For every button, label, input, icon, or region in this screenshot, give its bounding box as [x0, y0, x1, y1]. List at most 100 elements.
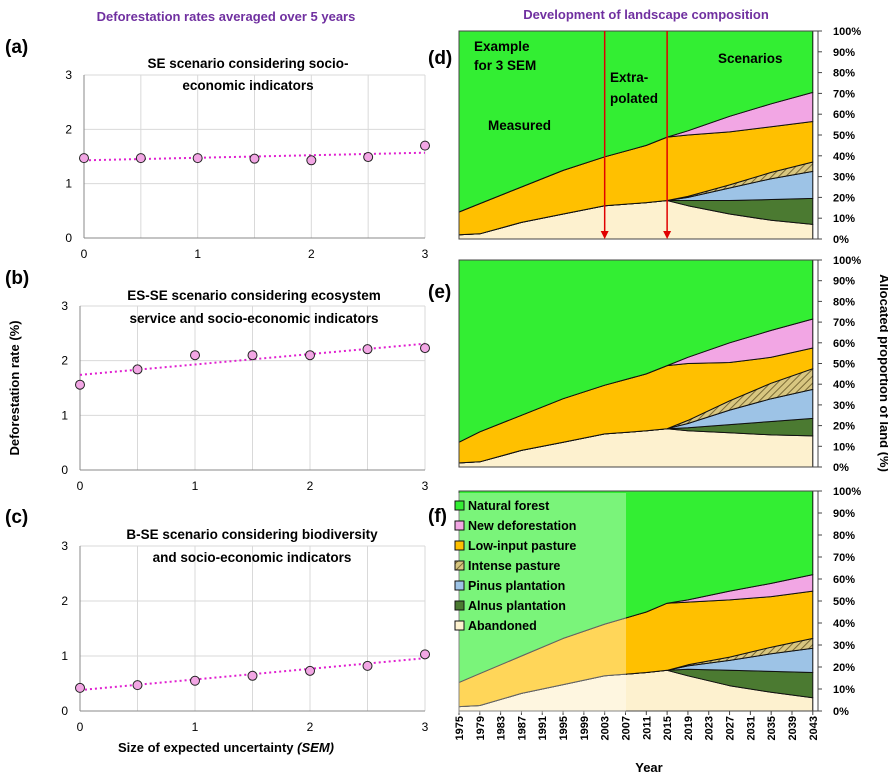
y-tick-label: 3: [61, 539, 68, 553]
scatter-panel-a: 0 1 2 3 0 1 2 3 (a) SE scenario considering socio…: [5, 37, 430, 261]
pct-tick-label: 40%: [833, 151, 855, 163]
legend-label-alnus-plantation: Alnus plantation: [468, 599, 566, 613]
pct-tick-label: 10%: [833, 213, 855, 225]
pct-tick-label: 40%: [833, 379, 855, 391]
year-tick-label: 2015: [662, 716, 674, 740]
legend-swatch-alnus-plantation: [454, 600, 465, 611]
y-tick-label: 1: [61, 649, 68, 663]
pct-tick-label: 20%: [833, 421, 855, 433]
year-tick-label: 2019: [683, 716, 695, 740]
x-tick-label: 3: [422, 247, 429, 261]
pct-tick-label: 0%: [833, 234, 849, 246]
legend-label-pinus-plantation: Pinus plantation: [468, 579, 565, 593]
x-tick-label: 1: [192, 720, 199, 734]
year-tick-label: 2043: [808, 716, 820, 740]
x-tick-label: 3: [422, 720, 429, 734]
data-point: [132, 680, 143, 691]
year-tick-label: 2035: [766, 716, 778, 740]
panel-label-c: (c): [5, 507, 28, 528]
annotation-scenarios: Scenarios: [718, 51, 783, 66]
legend-swatch-new-deforestation: [454, 520, 465, 531]
y-tick-label: 0: [61, 704, 68, 718]
data-point: [132, 364, 143, 375]
pct-tick-label: 50%: [833, 359, 855, 371]
left-x-axis-label-unit: (SEM): [297, 740, 334, 755]
legend: Natural forest New deforestation Low-input…: [450, 493, 626, 713]
area-panels: 0% 10% 20% 30% 40% 50% 60% 70% 80% 90% 100% (d) Exam…: [428, 26, 861, 740]
data-point: [247, 670, 258, 681]
data-point: [75, 379, 85, 390]
data-point: [249, 153, 260, 164]
year-tick-label: 1983: [496, 716, 508, 740]
pct-tick-label: 90%: [833, 47, 855, 59]
x-tick-label: 1: [194, 247, 201, 261]
year-tick-label: 2003: [600, 716, 612, 740]
legend-swatch-natural-forest: [454, 500, 465, 511]
data-point: [363, 152, 374, 163]
legend-label-natural-forest: Natural forest: [468, 499, 550, 513]
x-tick-label: 0: [81, 247, 88, 261]
pct-tick-label: 70%: [833, 317, 855, 329]
pct-tick-label: 30%: [833, 400, 855, 412]
legend-background: [450, 493, 626, 713]
data-point: [306, 155, 317, 166]
year-tick-label: 2031: [745, 716, 757, 740]
y-tick-label: 0: [65, 231, 72, 245]
legend-label-intense-pasture: Intense pasture: [468, 559, 560, 573]
x-tick-label: 3: [422, 479, 429, 493]
x-tick-label: 2: [307, 479, 314, 493]
data-point: [247, 350, 258, 361]
pct-tick-label: 10%: [833, 441, 855, 453]
data-point: [190, 675, 200, 686]
pct-tick-label: 100%: [833, 255, 861, 267]
data-point: [305, 665, 315, 676]
pct-tick-label: 60%: [833, 338, 855, 350]
pct-tick-label: 80%: [833, 530, 855, 542]
pct-tick-label: 80%: [833, 68, 855, 80]
annotation-example: Example: [474, 39, 530, 54]
year-tick-label: 1979: [475, 716, 487, 740]
pct-tick-label: 100%: [833, 26, 861, 38]
pct-tick-label: 90%: [833, 508, 855, 520]
right-y-axis-label: Allocated proportion of land (%): [877, 274, 888, 472]
panel-title-line: economic indicators: [182, 78, 313, 93]
pct-tick-label: 100%: [833, 486, 861, 498]
left-y-axis-label: Deforestation rate (%): [7, 320, 22, 455]
marker-arrowhead: [600, 231, 609, 239]
panel-title-line: service and socio-economic indicators: [129, 311, 378, 326]
legend-swatch-intense-pasture: [454, 560, 465, 571]
pct-tick-label: 40%: [833, 618, 855, 630]
year-tick-label: 2039: [787, 716, 799, 740]
year-tick-label: 2023: [704, 716, 716, 740]
y-tick-label: 2: [61, 594, 68, 608]
pct-tick-label: 70%: [833, 88, 855, 100]
year-tick-label: 1991: [537, 716, 549, 740]
x-tick-label: 1: [192, 479, 199, 493]
scatter-panel-c: 0 1 2 3 0 1 2 3 (c) B-SE scenario considering bio…: [5, 507, 430, 734]
pct-tick-label: 80%: [833, 296, 855, 308]
pct-tick-label: 10%: [833, 684, 855, 696]
pct-tick-label: 0%: [833, 462, 849, 474]
marker-arrowhead: [663, 231, 672, 239]
area-panel-d: 0% 10% 20% 30% 40% 50% 60% 70% 80% 90% 100% (d) Exam…: [428, 26, 861, 246]
x-tick-label: 2: [308, 247, 315, 261]
x-tick-label: 2: [307, 720, 314, 734]
pct-tick-label: 60%: [833, 574, 855, 586]
right-header: Development of landscape composition: [523, 7, 769, 22]
year-tick-label: 2011: [641, 716, 653, 740]
legend-label-low-input-pasture: Low-input pasture: [468, 539, 576, 553]
legend-swatch-pinus-plantation: [454, 580, 465, 591]
data-point: [420, 649, 430, 660]
scatter-panels: 0 1 2 3 0 1 2 3 (a) SE scenario considering socio…: [5, 37, 430, 734]
data-point: [192, 153, 203, 164]
right-x-axis-label: Year: [635, 760, 662, 775]
legend-swatch-abandoned: [454, 620, 465, 631]
pct-tick-label: 70%: [833, 552, 855, 564]
y-tick-label: 3: [61, 299, 68, 313]
panel-title-line: SE scenario considering socio-: [147, 56, 348, 71]
year-tick-label: 2007: [620, 716, 632, 740]
panel-label-a: (a): [5, 37, 28, 58]
y-tick-label: 1: [61, 408, 68, 422]
annotation-example-line2: for 3 SEM: [474, 58, 536, 73]
